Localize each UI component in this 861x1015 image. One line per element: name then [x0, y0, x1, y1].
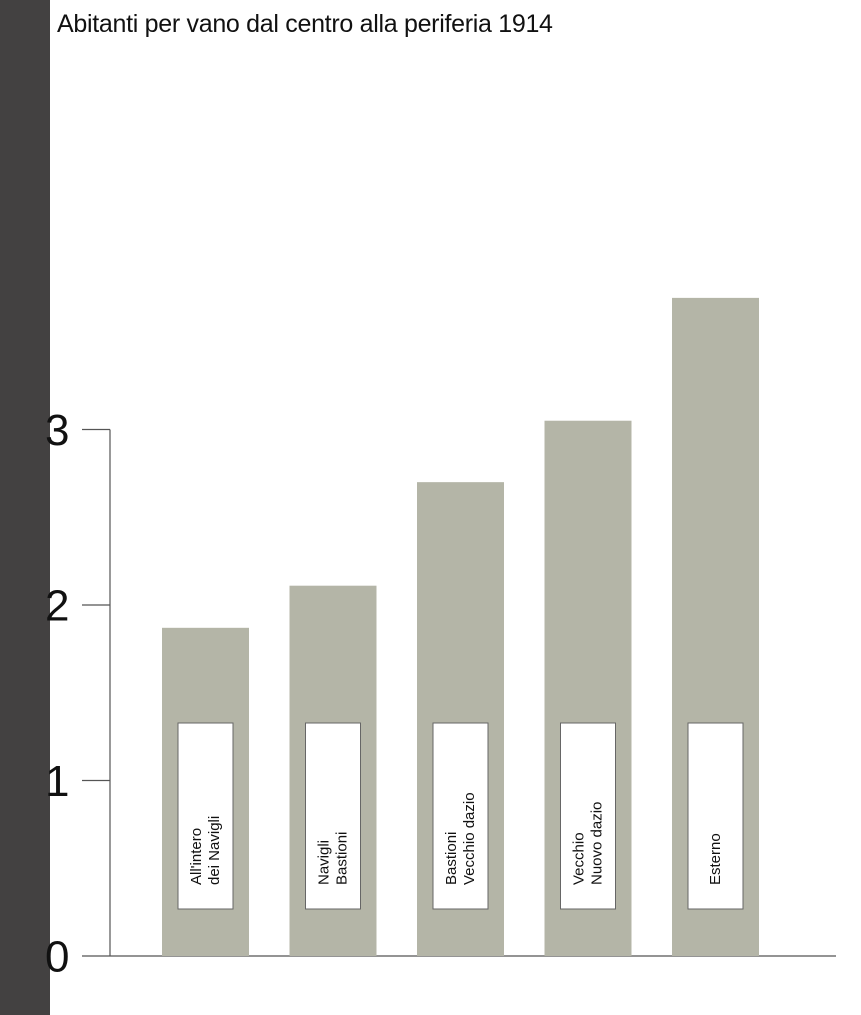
category-label-line: Esterno	[707, 833, 724, 885]
category-label-2: Navigli Bastioni	[316, 832, 351, 885]
label-box-4	[560, 722, 616, 910]
category-label-5: Esterno	[707, 833, 724, 885]
label-box-3	[432, 722, 489, 910]
y-tick-label-1: 1	[45, 757, 69, 806]
category-label-line: dei Navigli	[206, 816, 223, 885]
y-tick-label-0: 0	[45, 933, 69, 982]
category-label-4: Vecchio Nuovo dazio	[571, 802, 606, 885]
left-side-band	[0, 0, 50, 1015]
label-box-1	[177, 722, 234, 910]
y-axis: 0 1 2 3	[45, 406, 836, 982]
category-label-line: Navigli	[316, 840, 333, 885]
label-box-2	[305, 722, 361, 910]
category-label-line: Bastioni	[334, 832, 351, 885]
y-tick-label-3: 3	[45, 406, 69, 455]
y-tick-label-2: 2	[45, 582, 69, 631]
category-label-line: Vecchio	[571, 832, 588, 885]
category-label-line: Nuovo dazio	[589, 802, 606, 885]
category-label-1: All'intero dei Navigli	[188, 816, 223, 885]
chart-title: Abitanti per vano dal centro alla perife…	[57, 10, 553, 38]
category-label-line: Bastioni	[443, 832, 460, 885]
category-label-line: Vecchio dazio	[461, 792, 478, 885]
category-label-line: All'intero	[188, 828, 205, 885]
label-box-5	[687, 722, 744, 910]
category-labels: All'intero dei Navigli Navigli Bastioni Bast…	[177, 722, 744, 910]
category-label-3: Bastioni Vecchio dazio	[443, 792, 478, 885]
